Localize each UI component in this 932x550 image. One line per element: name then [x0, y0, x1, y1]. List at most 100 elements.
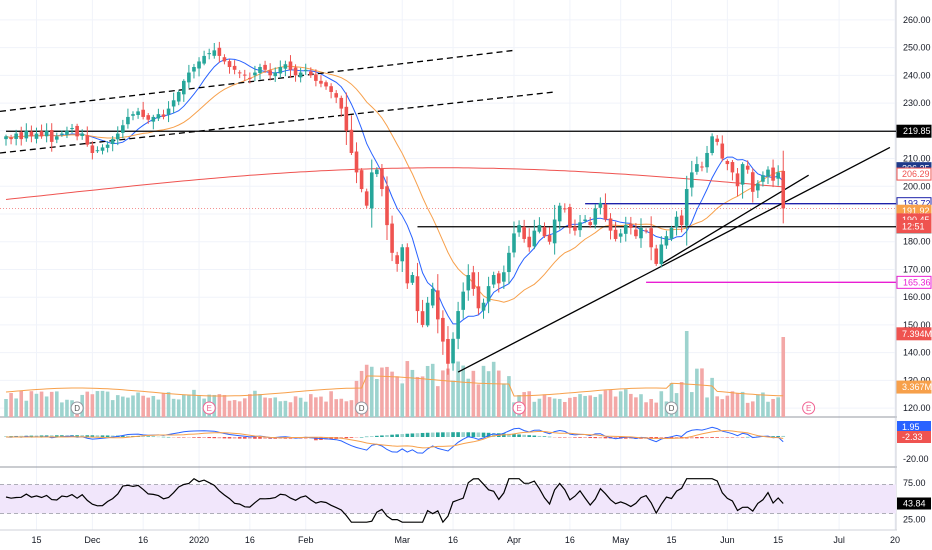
price-axis[interactable]: 260.00250.00240.00230.00220.00210.00200.…	[896, 0, 932, 550]
macd-histogram-bar	[29, 435, 34, 437]
macd-signal-label: -2.33	[902, 432, 923, 442]
candle-body	[583, 219, 587, 222]
candle-body	[19, 132, 24, 140]
volume-bar	[380, 367, 384, 417]
candle-body	[182, 80, 186, 95]
candle-body	[375, 169, 379, 175]
volume-bar	[253, 390, 257, 417]
volume-bar	[486, 371, 491, 417]
candle-body	[537, 225, 542, 232]
candle-body	[187, 72, 191, 83]
rsi-value-label: 43.84	[903, 498, 926, 508]
volume-bar	[598, 394, 603, 417]
candle-body	[430, 288, 435, 306]
candle-body	[24, 130, 29, 139]
volume-bar	[578, 394, 582, 417]
macd-histogram-bar	[552, 437, 557, 438]
date-tick-label: 15	[773, 535, 783, 545]
price-tag-label: 206.29	[902, 169, 930, 179]
price-tag-label: 191.92	[902, 206, 930, 216]
macd-histogram-bar	[39, 435, 44, 437]
macd-histogram-bar	[410, 433, 415, 437]
volume-bar	[573, 396, 577, 417]
macd-histogram-bar	[568, 437, 572, 438]
macd-histogram-bar	[60, 435, 64, 437]
volume-bar	[166, 392, 171, 417]
rsi-value-tag	[897, 497, 931, 510]
price-candles	[4, 41, 786, 375]
macd-histogram-bar	[461, 432, 465, 437]
macd-histogram-bar	[430, 432, 435, 437]
macd-histogram-bar	[263, 437, 267, 439]
candle-body	[192, 67, 196, 72]
volume-bar	[390, 371, 394, 417]
macd-histogram-bar	[441, 432, 445, 437]
candle-body	[364, 191, 369, 206]
macd-histogram-bar	[217, 437, 222, 439]
volume-bar	[669, 382, 674, 417]
volume-bar	[481, 365, 486, 417]
candle-body	[131, 114, 135, 116]
candle-body	[95, 150, 100, 152]
date-axis[interactable]: 15 Dec 16 2020 16 Feb Mar 16 Apr 16 May 15 Jun 15 Jul 2…	[31, 535, 900, 545]
rsi-line	[5, 477, 784, 524]
macd-histogram-bar	[537, 435, 542, 437]
candle-body	[608, 218, 613, 231]
volume-bar	[491, 361, 496, 417]
macd-histogram-bar	[400, 434, 405, 437]
volume-bar	[187, 395, 191, 417]
volume-bar	[258, 393, 262, 417]
date-tick-label: 15	[31, 535, 41, 545]
macd-histogram-bar	[425, 432, 430, 437]
volume-bar	[415, 376, 420, 417]
volume-bar	[314, 397, 318, 417]
macd-histogram-bar	[339, 437, 344, 439]
volume-bar	[44, 396, 49, 417]
volume-bar	[568, 397, 572, 417]
macd-histogram-bar	[344, 437, 349, 439]
price-tag	[896, 167, 932, 181]
candle-body	[242, 74, 247, 76]
level-tag-label: 165.36	[903, 277, 931, 287]
macd-histogram-bar	[690, 437, 694, 439]
candle-body	[456, 311, 460, 339]
macd-histogram-bar	[380, 435, 384, 437]
volume-bar	[588, 395, 592, 417]
volume-bar	[603, 390, 608, 417]
volume-bar	[354, 380, 359, 417]
macd-histogram-bar	[735, 437, 740, 438]
volume-bar	[542, 394, 547, 417]
candle-body	[634, 229, 638, 237]
candle-body	[654, 248, 659, 264]
candle-body	[578, 222, 582, 231]
macd-histogram-bar	[603, 437, 608, 439]
volume-bar	[34, 393, 39, 417]
candle-body	[293, 67, 298, 76]
event-marker-label: E	[207, 404, 212, 413]
candle-body	[212, 50, 217, 56]
candle-body	[507, 252, 511, 273]
volume-bar	[19, 390, 24, 417]
candle-body	[563, 208, 567, 210]
volume-bar	[446, 368, 450, 417]
macd-histogram-bar	[512, 434, 516, 437]
macd-histogram-bar	[253, 437, 257, 439]
dividend-marker	[664, 401, 678, 415]
volume-bar	[268, 398, 272, 417]
macd-histogram-bar	[161, 436, 166, 438]
volume-bar	[242, 398, 247, 417]
volume-bar	[344, 401, 349, 417]
candle-body	[385, 186, 389, 226]
volume-bar	[364, 364, 369, 417]
candle-body	[334, 93, 338, 98]
candle-body	[471, 272, 476, 289]
volume-bar	[29, 391, 34, 417]
candle-body	[613, 229, 618, 239]
volume-bar	[95, 391, 100, 417]
candle-body	[110, 139, 115, 145]
candle-body	[598, 202, 603, 208]
macd-histogram-bar	[385, 435, 389, 437]
macd-histogram-bar	[390, 434, 394, 437]
candle-body	[237, 72, 242, 74]
